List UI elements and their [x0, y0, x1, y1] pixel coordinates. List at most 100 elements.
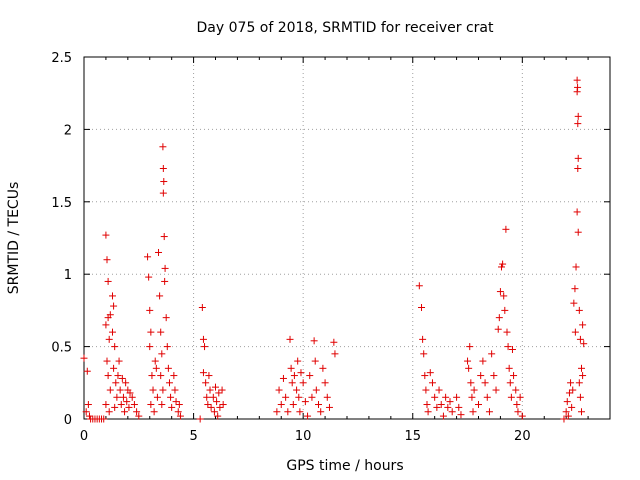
- data-point: [174, 408, 182, 416]
- data-point: [293, 386, 301, 394]
- data-points: [80, 76, 588, 423]
- data-point: [574, 120, 582, 128]
- data-point: [115, 357, 123, 365]
- data-point: [312, 386, 320, 394]
- data-point: [504, 343, 512, 351]
- data-point: [204, 401, 212, 409]
- data-point: [467, 379, 475, 387]
- data-point: [422, 386, 430, 394]
- data-point: [155, 248, 163, 256]
- data-point: [148, 372, 156, 380]
- data-point: [296, 408, 304, 416]
- data-point: [284, 408, 292, 416]
- data-point: [156, 292, 164, 300]
- data-point: [161, 264, 169, 272]
- data-point: [477, 372, 485, 380]
- data-point: [319, 364, 327, 372]
- data-point: [162, 314, 170, 322]
- data-point: [277, 401, 285, 409]
- data-point: [560, 415, 568, 423]
- data-point: [490, 372, 498, 380]
- data-point: [102, 231, 110, 239]
- data-point: [469, 408, 477, 416]
- data-point: [207, 403, 215, 411]
- data-point: [279, 374, 287, 382]
- data-point: [216, 403, 224, 411]
- data-point: [104, 372, 112, 380]
- data-point: [323, 393, 331, 401]
- data-point: [106, 386, 114, 394]
- data-point: [128, 393, 136, 401]
- data-point: [105, 335, 113, 343]
- data-point: [579, 372, 587, 380]
- data-point: [209, 393, 217, 401]
- data-point: [330, 338, 338, 346]
- data-point: [518, 412, 526, 420]
- y-tick-label: 1.5: [51, 196, 72, 211]
- data-point: [144, 253, 152, 261]
- data-point: [199, 335, 207, 343]
- data-point: [466, 343, 474, 351]
- y-tick-label: 0.5: [51, 341, 72, 356]
- data-point: [576, 393, 584, 401]
- data-point: [100, 415, 108, 423]
- data-point: [321, 379, 329, 387]
- data-point: [114, 372, 122, 380]
- data-point: [151, 357, 159, 365]
- data-point: [580, 340, 588, 348]
- data-point: [481, 379, 489, 387]
- data-point: [161, 277, 169, 285]
- data-point: [159, 386, 167, 394]
- data-point: [112, 379, 120, 387]
- data-point: [513, 401, 521, 409]
- data-point: [306, 372, 314, 380]
- data-point: [503, 328, 511, 336]
- data-point: [215, 389, 223, 397]
- data-point: [464, 357, 472, 365]
- data-point: [168, 403, 176, 411]
- data-point: [294, 357, 302, 365]
- y-tick-label: 0: [64, 413, 72, 428]
- data-point: [133, 408, 141, 416]
- data-point: [496, 288, 504, 296]
- data-point: [564, 412, 572, 420]
- data-point: [514, 408, 522, 416]
- data-point: [199, 369, 207, 377]
- x-tick-label: 5: [189, 429, 197, 444]
- y-tick-label: 2: [64, 123, 72, 138]
- data-point: [311, 357, 319, 365]
- data-point: [176, 412, 184, 420]
- axis-ticks: 0 5 10 15 20 0 0.5 1 1.5 2 2.5: [51, 51, 611, 444]
- data-point: [573, 76, 581, 84]
- y-axis-label: SRMTID / TECUs: [6, 182, 22, 295]
- data-point: [507, 393, 515, 401]
- data-point: [423, 401, 431, 409]
- data-point: [424, 408, 432, 416]
- data-point: [502, 225, 510, 233]
- data-point: [578, 364, 586, 372]
- data-point: [415, 282, 423, 290]
- data-point: [82, 408, 90, 416]
- data-point: [108, 328, 116, 336]
- data-point: [297, 369, 305, 377]
- data-point: [119, 393, 127, 401]
- data-point: [455, 403, 463, 411]
- data-point: [102, 401, 110, 409]
- data-point: [290, 372, 298, 380]
- data-point: [508, 345, 516, 353]
- data-point: [562, 408, 570, 416]
- data-point: [160, 178, 168, 186]
- data-point: [121, 408, 129, 416]
- data-point: [576, 335, 584, 343]
- data-point: [159, 143, 167, 151]
- data-point: [214, 412, 222, 420]
- data-point: [501, 306, 509, 314]
- data-point: [444, 403, 452, 411]
- data-point: [301, 398, 309, 406]
- data-point: [158, 350, 166, 358]
- data-point: [275, 386, 283, 394]
- data-point: [499, 260, 507, 268]
- chart-title: Day 075 of 2018, SRMTID for receiver cra…: [197, 20, 494, 36]
- data-point: [150, 408, 158, 416]
